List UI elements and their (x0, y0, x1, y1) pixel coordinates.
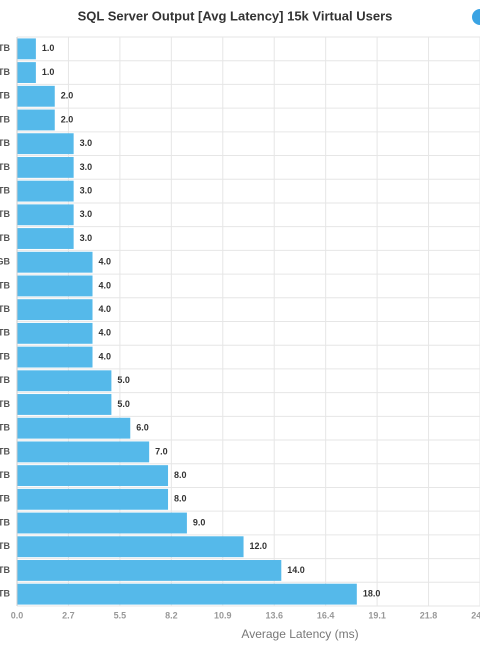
bar (17, 251, 93, 273)
bar (17, 38, 36, 60)
y-tick-label: TB (0, 589, 10, 599)
bar (17, 156, 74, 178)
y-tick-label: n4 TB (0, 209, 10, 219)
bar (17, 488, 169, 510)
y-tick-label: ic TB (0, 351, 10, 361)
value-label: 7.0 (155, 446, 168, 456)
y-tick-label: TB (0, 328, 10, 338)
y-tick-label: TB (0, 517, 10, 527)
y-tick-label: TB (0, 233, 10, 243)
value-label: 3.0 (80, 162, 93, 172)
y-tick-label: TB (0, 565, 10, 575)
bar (17, 62, 36, 83)
value-label: 4.0 (99, 280, 112, 290)
x-tick-label: 10.9 (214, 610, 232, 620)
bar (17, 417, 131, 439)
y-tick-label: TB (0, 470, 10, 480)
bar (17, 441, 150, 463)
value-label: 1.0 (42, 43, 55, 53)
value-label: 8.0 (174, 494, 187, 504)
value-label: 3.0 (80, 185, 93, 195)
y-tick-label: TB (0, 494, 10, 504)
x-tick-label: 16.4 (317, 610, 335, 620)
x-axis-title: Average Latency (ms) (241, 627, 358, 641)
value-label: 18.0 (363, 589, 381, 599)
y-tick-label: TB (0, 541, 10, 551)
y-tick-label: TB (0, 114, 10, 124)
bar (17, 204, 74, 226)
bar (17, 299, 93, 321)
bar (17, 180, 74, 202)
y-tick-label: TB (0, 399, 10, 409)
value-label: 8.0 (174, 470, 187, 480)
value-label: 4.0 (99, 304, 112, 314)
x-tick-label: 13.6 (265, 610, 283, 620)
value-label: 3.0 (80, 138, 93, 148)
bar (17, 583, 357, 605)
y-tick-label: TB (0, 91, 10, 101)
value-label: 2.0 (61, 91, 74, 101)
bar (17, 465, 169, 487)
y-tick-label: TB (0, 138, 10, 148)
bar (17, 133, 74, 155)
value-label: 3.0 (80, 233, 93, 243)
x-tick-label: 24.5 (471, 610, 480, 620)
value-label: 14.0 (287, 565, 305, 575)
bar (17, 228, 74, 249)
value-label: 4.0 (99, 351, 112, 361)
x-tick-label: 19.1 (368, 610, 386, 620)
bar (17, 346, 93, 368)
bar (17, 560, 282, 581)
bar (17, 370, 112, 392)
bar (17, 109, 55, 131)
y-tick-label: TB (0, 162, 10, 172)
y-tick-label: GB (0, 257, 11, 267)
y-tick-label: TB (0, 185, 10, 195)
value-label: 6.0 (136, 423, 149, 433)
menu-icon[interactable] (472, 9, 480, 25)
y-tick-label: TB (0, 423, 10, 433)
value-label: 3.0 (80, 209, 93, 219)
y-tick-label: TB (0, 43, 10, 53)
value-label: 9.0 (193, 517, 206, 527)
value-label: 5.0 (117, 399, 130, 409)
x-tick-label: 0.0 (11, 610, 24, 620)
y-tick-label: n4 TB (0, 446, 10, 456)
y-tick-label: TB (0, 67, 10, 77)
x-tick-label: 21.8 (420, 610, 438, 620)
x-tick-label: 2.7 (62, 610, 75, 620)
value-label: 2.0 (61, 114, 74, 124)
x-tick-label: 8.2 (165, 610, 178, 620)
bar (17, 85, 55, 107)
x-tick-label: 5.5 (114, 610, 127, 620)
value-label: 4.0 (99, 328, 112, 338)
bar (17, 322, 93, 344)
bar (17, 536, 244, 558)
value-label: 12.0 (250, 541, 268, 551)
chart-title: SQL Server Output [Avg Latency] 15k Virt… (78, 8, 393, 23)
y-tick-label: TB (0, 280, 10, 290)
bar (17, 275, 93, 297)
bar (17, 394, 112, 415)
value-label: 4.0 (99, 257, 112, 267)
bar (17, 512, 187, 534)
y-tick-label: TB (0, 304, 10, 314)
value-label: 1.0 (42, 67, 55, 77)
y-tick-label: TB (0, 375, 10, 385)
value-label: 5.0 (117, 375, 130, 385)
